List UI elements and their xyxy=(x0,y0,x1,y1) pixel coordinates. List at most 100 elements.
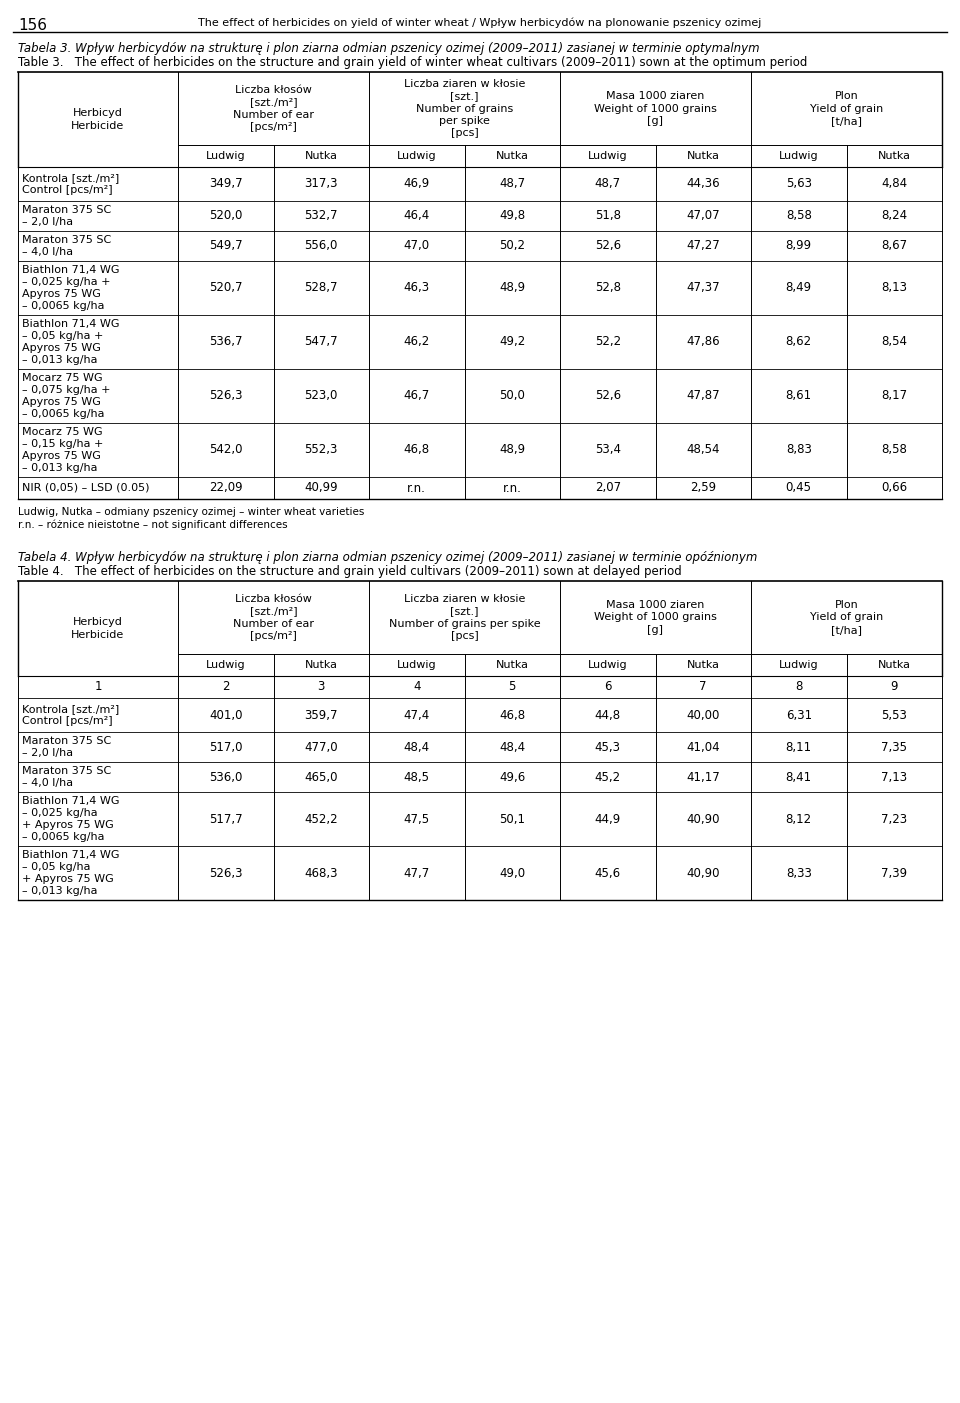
Text: 48,7: 48,7 xyxy=(499,178,525,191)
Text: 8,67: 8,67 xyxy=(881,240,907,253)
Text: 46,9: 46,9 xyxy=(403,178,430,191)
Text: 8,49: 8,49 xyxy=(785,282,812,295)
Text: 4,84: 4,84 xyxy=(881,178,907,191)
Text: 40,00: 40,00 xyxy=(686,709,720,721)
Text: 8,41: 8,41 xyxy=(785,770,812,783)
Text: 547,7: 547,7 xyxy=(304,335,338,348)
Text: 468,3: 468,3 xyxy=(304,867,338,880)
Text: 49,2: 49,2 xyxy=(499,335,525,348)
Text: Nutka: Nutka xyxy=(304,152,338,161)
Text: Ludwig: Ludwig xyxy=(396,659,437,671)
Text: Liczba kłosów
[szt./m²]
Number of ear
[pcs/m²]: Liczba kłosów [szt./m²] Number of ear [p… xyxy=(233,593,314,641)
Text: Kontrola [szt./m²]
Control [pcs/m²]: Kontrola [szt./m²] Control [pcs/m²] xyxy=(22,173,119,195)
Text: Maraton 375 SC
– 2,0 l/ha: Maraton 375 SC – 2,0 l/ha xyxy=(22,205,111,227)
Text: Tabela 4. Wpływ herbicydów na strukturę i plon ziarna odmian pszenicy ozimej (20: Tabela 4. Wpływ herbicydów na strukturę … xyxy=(18,551,757,564)
Text: Plon
Yield of grain
[t/ha]: Plon Yield of grain [t/ha] xyxy=(810,91,883,126)
Text: 0,66: 0,66 xyxy=(881,481,907,494)
Text: 156: 156 xyxy=(18,18,47,34)
Text: 53,4: 53,4 xyxy=(595,443,621,456)
Text: Biathlon 71,4 WG
– 0,025 kg/ha
+ Apyros 75 WG
– 0,0065 kg/ha: Biathlon 71,4 WG – 0,025 kg/ha + Apyros … xyxy=(22,796,119,842)
Text: 47,07: 47,07 xyxy=(686,209,720,223)
Text: Biathlon 71,4 WG
– 0,05 kg/ha +
Apyros 75 WG
– 0,013 kg/ha: Biathlon 71,4 WG – 0,05 kg/ha + Apyros 7… xyxy=(22,318,119,365)
Text: Nutka: Nutka xyxy=(495,659,529,671)
Text: 8,24: 8,24 xyxy=(881,209,907,223)
Text: Nutka: Nutka xyxy=(304,659,338,671)
Text: 47,86: 47,86 xyxy=(686,335,720,348)
Text: 536,7: 536,7 xyxy=(209,335,243,348)
Text: Nutka: Nutka xyxy=(877,659,911,671)
Text: 349,7: 349,7 xyxy=(209,178,243,191)
Text: Herbicyd
Herbicide: Herbicyd Herbicide xyxy=(71,108,125,130)
Text: 47,0: 47,0 xyxy=(404,240,430,253)
Text: 47,7: 47,7 xyxy=(403,867,430,880)
Text: 44,8: 44,8 xyxy=(594,709,621,721)
Text: 8,61: 8,61 xyxy=(785,390,812,403)
Text: 452,2: 452,2 xyxy=(304,812,338,825)
Text: 40,90: 40,90 xyxy=(686,867,720,880)
Text: 49,0: 49,0 xyxy=(499,867,525,880)
Text: 8,33: 8,33 xyxy=(786,867,812,880)
Text: 8,13: 8,13 xyxy=(881,282,907,295)
Text: 526,3: 526,3 xyxy=(209,867,243,880)
Text: Herbicyd
Herbicide: Herbicyd Herbicide xyxy=(71,617,125,640)
Text: 47,27: 47,27 xyxy=(686,240,720,253)
Text: Masa 1000 ziaren
Weight of 1000 grains
[g]: Masa 1000 ziaren Weight of 1000 grains [… xyxy=(594,91,717,126)
Text: 8,58: 8,58 xyxy=(786,209,812,223)
Text: 50,0: 50,0 xyxy=(499,390,525,403)
Text: Biathlon 71,4 WG
– 0,025 kg/ha +
Apyros 75 WG
– 0,0065 kg/ha: Biathlon 71,4 WG – 0,025 kg/ha + Apyros … xyxy=(22,265,119,311)
Text: Kontrola [szt./m²]
Control [pcs/m²]: Kontrola [szt./m²] Control [pcs/m²] xyxy=(22,704,119,725)
Text: 48,9: 48,9 xyxy=(499,443,525,456)
Text: 6: 6 xyxy=(604,680,612,693)
Text: 523,0: 523,0 xyxy=(304,390,338,403)
Text: 50,1: 50,1 xyxy=(499,812,525,825)
Text: 8,62: 8,62 xyxy=(785,335,812,348)
Text: 1: 1 xyxy=(94,680,102,693)
Text: Ludwig: Ludwig xyxy=(206,659,246,671)
Text: Biathlon 71,4 WG
– 0,05 kg/ha
+ Apyros 75 WG
– 0,013 kg/ha: Biathlon 71,4 WG – 0,05 kg/ha + Apyros 7… xyxy=(22,850,119,897)
Text: Mocarz 75 WG
– 0,075 kg/ha +
Apyros 75 WG
– 0,0065 kg/ha: Mocarz 75 WG – 0,075 kg/ha + Apyros 75 W… xyxy=(22,373,110,419)
Text: 7,39: 7,39 xyxy=(881,867,907,880)
Text: 46,2: 46,2 xyxy=(403,335,430,348)
Text: 8,11: 8,11 xyxy=(785,741,812,753)
Text: Ludwig, Nutka – odmiany pszenicy ozimej – winter wheat varieties: Ludwig, Nutka – odmiany pszenicy ozimej … xyxy=(18,506,365,516)
Text: 477,0: 477,0 xyxy=(304,741,338,753)
Text: 317,3: 317,3 xyxy=(304,178,338,191)
Text: 52,2: 52,2 xyxy=(594,335,621,348)
Text: Maraton 375 SC
– 4,0 l/ha: Maraton 375 SC – 4,0 l/ha xyxy=(22,234,111,257)
Text: 46,8: 46,8 xyxy=(404,443,430,456)
Text: 8,83: 8,83 xyxy=(786,443,812,456)
Text: 7,35: 7,35 xyxy=(881,741,907,753)
Text: 48,4: 48,4 xyxy=(404,741,430,753)
Text: 465,0: 465,0 xyxy=(304,770,338,783)
Text: 2: 2 xyxy=(222,680,229,693)
Text: 40,99: 40,99 xyxy=(304,481,338,494)
Text: 46,4: 46,4 xyxy=(403,209,430,223)
Text: 51,8: 51,8 xyxy=(595,209,621,223)
Text: Mocarz 75 WG
– 0,15 kg/ha +
Apyros 75 WG
– 0,013 kg/ha: Mocarz 75 WG – 0,15 kg/ha + Apyros 75 WG… xyxy=(22,427,104,473)
Text: 3: 3 xyxy=(318,680,324,693)
Text: 0,45: 0,45 xyxy=(785,481,812,494)
Text: 517,0: 517,0 xyxy=(209,741,243,753)
Text: 47,5: 47,5 xyxy=(404,812,430,825)
Text: 536,0: 536,0 xyxy=(209,770,243,783)
Text: 44,9: 44,9 xyxy=(594,812,621,825)
Text: 48,7: 48,7 xyxy=(594,178,621,191)
Text: 8,99: 8,99 xyxy=(785,240,812,253)
Text: Masa 1000 ziaren
Weight of 1000 grains
[g]: Masa 1000 ziaren Weight of 1000 grains [… xyxy=(594,600,717,636)
Text: 549,7: 549,7 xyxy=(209,240,243,253)
Text: 532,7: 532,7 xyxy=(304,209,338,223)
Text: 7,23: 7,23 xyxy=(881,812,907,825)
Text: Ludwig: Ludwig xyxy=(779,659,819,671)
Text: 48,5: 48,5 xyxy=(404,770,430,783)
Text: 552,3: 552,3 xyxy=(304,443,338,456)
Text: r.n.: r.n. xyxy=(503,481,521,494)
Text: Maraton 375 SC
– 2,0 l/ha: Maraton 375 SC – 2,0 l/ha xyxy=(22,737,111,758)
Text: 8,17: 8,17 xyxy=(881,390,907,403)
Text: 517,7: 517,7 xyxy=(209,812,243,825)
Text: 8,54: 8,54 xyxy=(881,335,907,348)
Text: r.n.: r.n. xyxy=(407,481,426,494)
Text: NIR (0,05) – LSD (0.05): NIR (0,05) – LSD (0.05) xyxy=(22,483,150,492)
Text: 45,3: 45,3 xyxy=(595,741,621,753)
Text: 5: 5 xyxy=(509,680,516,693)
Text: 47,87: 47,87 xyxy=(686,390,720,403)
